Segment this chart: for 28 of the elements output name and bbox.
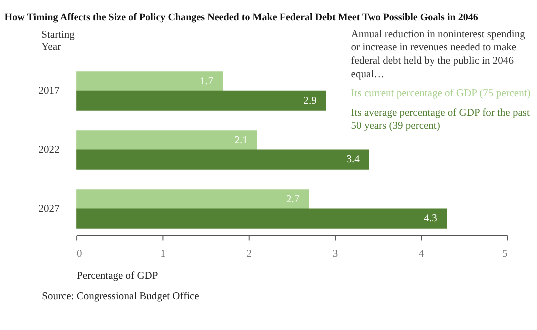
y-axis-title: Starting Year xyxy=(42,30,76,54)
bar xyxy=(76,90,326,111)
bar xyxy=(76,130,258,151)
data-label: 4.3 xyxy=(424,214,438,225)
bar xyxy=(76,150,370,170)
series-label: Its average percentage of GDP for the past 50 years (39 percent) xyxy=(351,108,530,132)
y-tick-label: 2022 xyxy=(38,145,60,156)
x-tick-label: 0 xyxy=(77,248,82,260)
data-label: 2.9 xyxy=(304,96,317,107)
data-label: 2.1 xyxy=(234,136,248,147)
x-tick-label: 3 xyxy=(332,248,338,260)
legend-title: Annual reduction in noninterest spending or increase in revenues needed to make federal debt held by the public in 2046 equal… xyxy=(351,29,526,81)
y-tick-label: 2027 xyxy=(38,204,60,216)
x-tick-label: 2 xyxy=(246,248,252,260)
x-axis-title: Percentage of GDP xyxy=(77,271,158,282)
data-label: 3.4 xyxy=(346,154,361,166)
text: Its current percentage of GDP (75 percent) xyxy=(351,88,532,100)
data-label: 2.7 xyxy=(286,194,300,206)
bar xyxy=(76,208,448,229)
chart-title: How Timing Affects the Size of Policy Changes Needed to Make Federal Debt Meet Two Possible Goals in 2046 xyxy=(4,12,478,24)
x-tick-label: 5 xyxy=(502,248,508,260)
bar xyxy=(76,190,310,210)
x-tick-label: 1 xyxy=(160,248,166,260)
data-label: 1.7 xyxy=(200,76,214,88)
x-tick-label: 4 xyxy=(419,248,426,260)
y-tick-label: 2017 xyxy=(38,86,60,98)
bar xyxy=(76,72,224,92)
source-note: Source: Congressional Budget Office xyxy=(42,292,200,303)
